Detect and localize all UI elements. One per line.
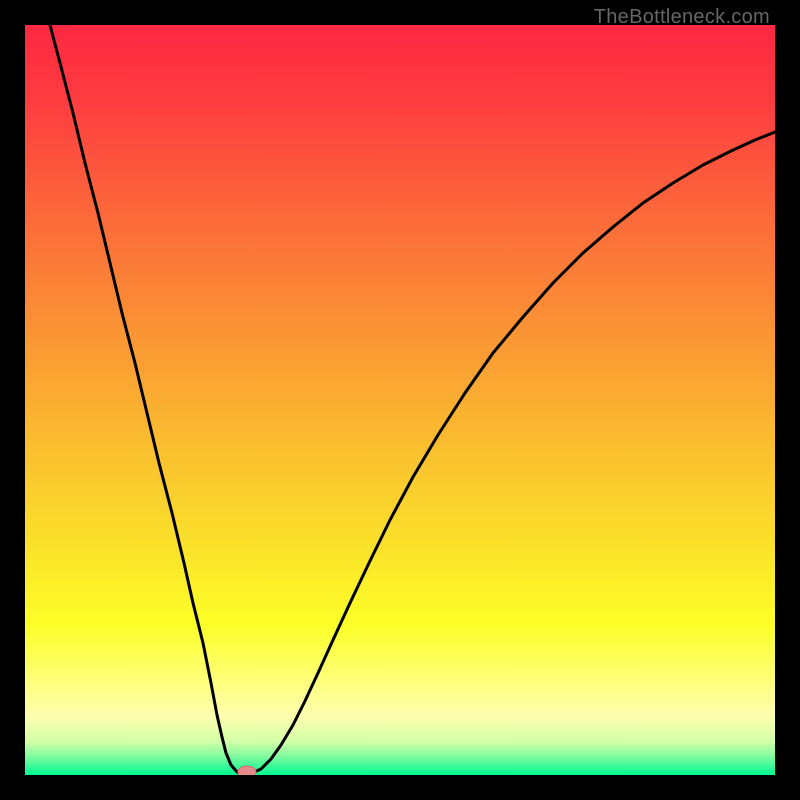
chart-container: TheBottleneck.com <box>0 0 800 800</box>
plot-area <box>25 25 775 775</box>
minimum-marker <box>238 766 256 775</box>
plot-background <box>25 25 775 775</box>
attribution-text: TheBottleneck.com <box>594 6 770 29</box>
chart-svg <box>25 25 775 775</box>
